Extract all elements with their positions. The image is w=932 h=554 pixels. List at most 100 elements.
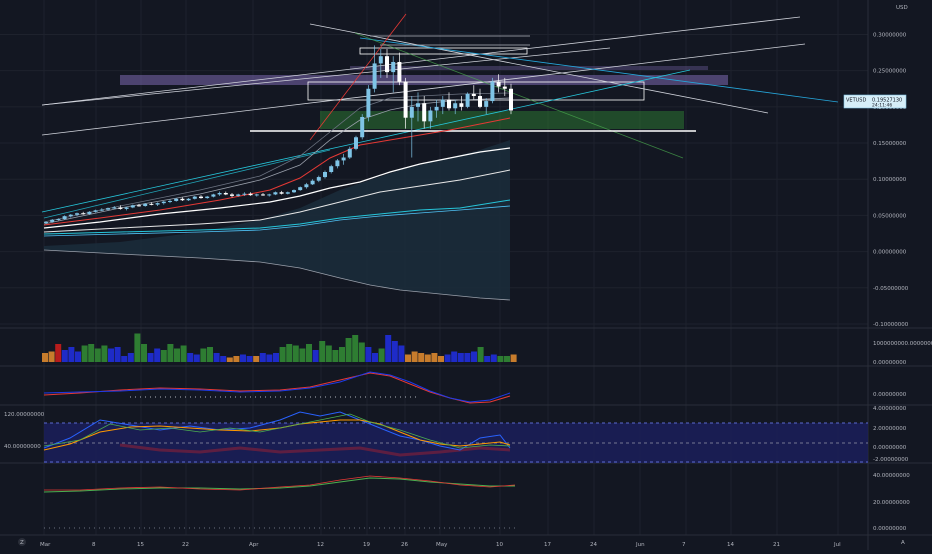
svg-text:Z: Z: [20, 540, 24, 546]
volume-bar: [510, 354, 517, 362]
volume-bar: [471, 351, 477, 362]
volume-bar: [444, 354, 451, 362]
macd-pane: [43, 371, 511, 404]
volume-bar: [418, 353, 425, 362]
ema-red-line: [43, 117, 511, 226]
volume-bar: [306, 344, 312, 362]
candle-body: [354, 137, 358, 149]
rsi-right-tick-label: 2.00000000: [873, 426, 907, 432]
auto-scale-icon[interactable]: A: [901, 540, 905, 546]
candle-body: [484, 101, 489, 107]
candle-body: [118, 207, 123, 209]
volume-bar: [424, 354, 431, 362]
trend-lines: [41, 13, 839, 219]
volume-bar: [134, 333, 141, 362]
volume-bar: [180, 345, 187, 362]
price-tick-label: 0.00000000: [873, 250, 907, 256]
candle-body: [416, 103, 420, 107]
timezone-icon[interactable]: Z: [18, 538, 26, 546]
volume-bar: [174, 348, 180, 362]
candle-body: [217, 192, 222, 195]
time-tick-label: 15: [137, 542, 144, 548]
adx-tick-label: 40.00000000: [873, 473, 910, 479]
volume-bar: [464, 353, 471, 362]
candle-body: [143, 203, 148, 207]
price-tick-label: 0.15000000: [873, 141, 907, 147]
candle-body: [360, 116, 365, 138]
rsi-orange-line: [43, 419, 511, 451]
volume-bar: [292, 345, 299, 362]
price-tick-label: 0.25000000: [873, 69, 907, 75]
candle-body: [99, 209, 104, 211]
candle-body: [161, 201, 166, 204]
volume-bar: [259, 353, 266, 362]
candle-body: [75, 213, 79, 215]
volume-bar: [207, 347, 213, 362]
candle-body: [267, 194, 272, 196]
candle-body: [62, 216, 67, 220]
candle-body: [248, 193, 253, 196]
volume-bar: [358, 342, 365, 362]
candle-body: [372, 63, 377, 89]
time-tick-label: Jun: [635, 542, 645, 548]
volume-bar: [141, 344, 147, 362]
candle-body: [211, 194, 216, 197]
volume-bar: [391, 341, 398, 362]
ma-teal-line-2: [43, 205, 511, 237]
ema-gray-line-2: [43, 92, 511, 223]
time-tick-label: 19: [363, 542, 370, 548]
sub-pane-axes[interactable]: 1000000000.00000000 0.00000000 0.00000000 1…: [4, 341, 932, 532]
candle-body: [496, 81, 501, 87]
envelope-band: [44, 140, 510, 300]
adx-tick-label: 0.00000000: [873, 526, 907, 532]
time-tick-label: 14: [727, 542, 734, 548]
volume-bar: [127, 353, 134, 362]
volume-bar: [484, 356, 491, 362]
volume-bar: [55, 344, 62, 362]
volume-bar: [398, 345, 405, 362]
time-tick-label: 17: [544, 542, 551, 548]
candle-body: [434, 106, 439, 111]
time-axis[interactable]: Mar 8 15 22 Apr 12 19 26 May 10 17 24 Jun 7 14 21 Jul: [40, 542, 841, 548]
candle-body: [335, 160, 340, 167]
ma-white-step-line: [43, 147, 511, 229]
candlestick-series: [44, 45, 513, 225]
volume-bar: [504, 356, 510, 362]
volume-bar: [477, 347, 484, 362]
candle-body: [205, 196, 210, 199]
volume-bar: [325, 345, 332, 362]
time-tick-label: 8: [92, 542, 96, 548]
volume-bar: [121, 356, 128, 362]
ema-gray-line: [43, 97, 511, 225]
adx-red-line: [44, 475, 516, 491]
volume-bar: [167, 344, 174, 362]
candle-body: [199, 196, 203, 199]
candle-body: [273, 192, 278, 195]
volume-bar: [457, 353, 464, 362]
candle-body: [68, 214, 73, 217]
candle-body: [242, 193, 247, 195]
volume-bar: [253, 356, 260, 362]
candle-body: [254, 194, 259, 196]
candle-body: [397, 61, 402, 82]
volume-bar: [365, 347, 372, 362]
time-tick-label: 7: [682, 542, 686, 548]
price-tick-label: 0.30000000: [873, 32, 907, 38]
candle-body: [112, 207, 117, 209]
candle-body: [44, 221, 48, 223]
macd-tick-label: 0.00000000: [873, 392, 907, 398]
currency-label: USD: [896, 5, 908, 11]
candle-body: [285, 192, 290, 194]
price-tick-label: -0.10000000: [873, 322, 909, 328]
candle-body: [385, 56, 389, 73]
volume-bar: [187, 353, 194, 362]
candle-body: [447, 99, 451, 109]
candle-body: [323, 172, 327, 178]
time-tick-label: Apr: [249, 542, 259, 548]
envelope-lower-line: [43, 249, 511, 301]
purple-resistance-zone: [120, 75, 728, 85]
volume-bar: [68, 347, 75, 362]
volume-bar: [319, 341, 326, 362]
